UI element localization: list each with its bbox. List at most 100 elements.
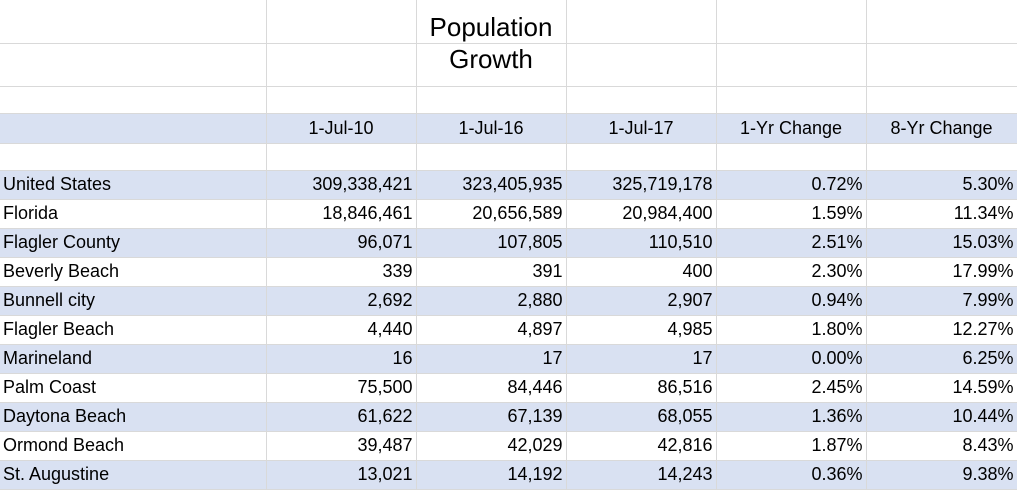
value-cell[interactable]: 14,192: [416, 460, 567, 490]
value-cell[interactable]: 325,719,178: [566, 170, 717, 200]
value-cell[interactable]: 42,029: [416, 431, 567, 461]
value-cell[interactable]: 2,692: [266, 286, 417, 316]
cell[interactable]: [566, 143, 717, 171]
value-cell[interactable]: 4,897: [416, 315, 567, 345]
cell[interactable]: [866, 86, 1017, 114]
value-cell[interactable]: 2.51%: [716, 228, 867, 258]
cell[interactable]: [866, 43, 1017, 87]
value-cell[interactable]: 2,880: [416, 286, 567, 316]
value-cell[interactable]: 339: [266, 257, 417, 287]
cell[interactable]: [266, 86, 417, 114]
cell[interactable]: [0, 0, 267, 44]
table-row: Marineland 16 17 17 0.00% 6.25%: [0, 344, 1017, 374]
row-label[interactable]: Bunnell city: [0, 286, 267, 316]
value-cell[interactable]: 2.30%: [716, 257, 867, 287]
column-header-jul-10[interactable]: 1-Jul-10: [266, 113, 417, 144]
value-cell[interactable]: 11.34%: [866, 199, 1017, 229]
row-label[interactable]: Palm Coast: [0, 373, 267, 403]
row-label[interactable]: Florida: [0, 199, 267, 229]
value-cell[interactable]: 8.43%: [866, 431, 1017, 461]
value-cell[interactable]: 4,440: [266, 315, 417, 345]
value-cell[interactable]: 323,405,935: [416, 170, 567, 200]
row-label[interactable]: Flagler Beach: [0, 315, 267, 345]
column-header-jul-17[interactable]: 1-Jul-17: [566, 113, 717, 144]
row-label[interactable]: Marineland: [0, 344, 267, 374]
value-cell[interactable]: 0.94%: [716, 286, 867, 316]
value-cell[interactable]: 68,055: [566, 402, 717, 432]
value-cell[interactable]: 17: [416, 344, 567, 374]
title-line-1[interactable]: Population: [416, 0, 567, 44]
table-row: Ormond Beach 39,487 42,029 42,816 1.87% 8.43%: [0, 431, 1017, 461]
value-cell[interactable]: 20,656,589: [416, 199, 567, 229]
cell[interactable]: [0, 86, 267, 114]
value-cell[interactable]: 18,846,461: [266, 199, 417, 229]
cell[interactable]: [716, 0, 867, 44]
value-cell[interactable]: 4,985: [566, 315, 717, 345]
value-cell[interactable]: 67,139: [416, 402, 567, 432]
cell[interactable]: [266, 43, 417, 87]
value-cell[interactable]: 10.44%: [866, 402, 1017, 432]
value-cell[interactable]: 0.36%: [716, 460, 867, 490]
row-label[interactable]: Daytona Beach: [0, 402, 267, 432]
value-cell[interactable]: 9.38%: [866, 460, 1017, 490]
value-cell[interactable]: 17.99%: [866, 257, 1017, 287]
value-cell[interactable]: 96,071: [266, 228, 417, 258]
value-cell[interactable]: 16: [266, 344, 417, 374]
value-cell[interactable]: 400: [566, 257, 717, 287]
title-line-2[interactable]: Growth: [416, 43, 567, 87]
value-cell[interactable]: 20,984,400: [566, 199, 717, 229]
value-cell[interactable]: 1.87%: [716, 431, 867, 461]
cell[interactable]: [566, 0, 717, 44]
value-cell[interactable]: 14.59%: [866, 373, 1017, 403]
value-cell[interactable]: 1.36%: [716, 402, 867, 432]
value-cell[interactable]: 75,500: [266, 373, 417, 403]
cell[interactable]: [416, 143, 567, 171]
row-label[interactable]: St. Augustine: [0, 460, 267, 490]
cell[interactable]: [566, 43, 717, 87]
cell[interactable]: [266, 143, 417, 171]
value-cell[interactable]: 391: [416, 257, 567, 287]
value-cell[interactable]: 0.00%: [716, 344, 867, 374]
value-cell[interactable]: 6.25%: [866, 344, 1017, 374]
value-cell[interactable]: 1.80%: [716, 315, 867, 345]
value-cell[interactable]: 7.99%: [866, 286, 1017, 316]
column-header-jul-16[interactable]: 1-Jul-16: [416, 113, 567, 144]
column-header-1yr-change[interactable]: 1-Yr Change: [716, 113, 867, 144]
column-header-8yr-change[interactable]: 8-Yr Change: [866, 113, 1017, 144]
cell[interactable]: [716, 43, 867, 87]
cell[interactable]: [266, 0, 417, 44]
value-cell[interactable]: 0.72%: [716, 170, 867, 200]
value-cell[interactable]: 1.59%: [716, 199, 867, 229]
value-cell[interactable]: 2.45%: [716, 373, 867, 403]
value-cell[interactable]: 5.30%: [866, 170, 1017, 200]
cell[interactable]: [866, 143, 1017, 171]
value-cell[interactable]: 17: [566, 344, 717, 374]
value-cell[interactable]: 13,021: [266, 460, 417, 490]
cell[interactable]: [866, 0, 1017, 44]
cell[interactable]: [0, 43, 267, 87]
cell[interactable]: [566, 86, 717, 114]
value-cell[interactable]: 14,243: [566, 460, 717, 490]
value-cell[interactable]: 2,907: [566, 286, 717, 316]
value-cell[interactable]: 39,487: [266, 431, 417, 461]
value-cell[interactable]: 107,805: [416, 228, 567, 258]
cell[interactable]: [416, 86, 567, 114]
value-cell[interactable]: 42,816: [566, 431, 717, 461]
row-label[interactable]: Flagler County: [0, 228, 267, 258]
cell[interactable]: [716, 86, 867, 114]
cell[interactable]: [0, 143, 267, 171]
value-cell[interactable]: 84,446: [416, 373, 567, 403]
header-cell[interactable]: [0, 113, 267, 144]
value-cell[interactable]: 110,510: [566, 228, 717, 258]
value-cell[interactable]: 15.03%: [866, 228, 1017, 258]
row-label[interactable]: Beverly Beach: [0, 257, 267, 287]
value-cell[interactable]: 12.27%: [866, 315, 1017, 345]
cell[interactable]: [716, 143, 867, 171]
data-rows: United States 309,338,421 323,405,935 325,7…: [0, 170, 1017, 490]
value-cell[interactable]: 309,338,421: [266, 170, 417, 200]
row-label[interactable]: Ormond Beach: [0, 431, 267, 461]
value-cell[interactable]: 86,516: [566, 373, 717, 403]
row-label[interactable]: United States: [0, 170, 267, 200]
table-row: Flagler County 96,071 107,805 110,510 2.51% 1…: [0, 228, 1017, 258]
value-cell[interactable]: 61,622: [266, 402, 417, 432]
